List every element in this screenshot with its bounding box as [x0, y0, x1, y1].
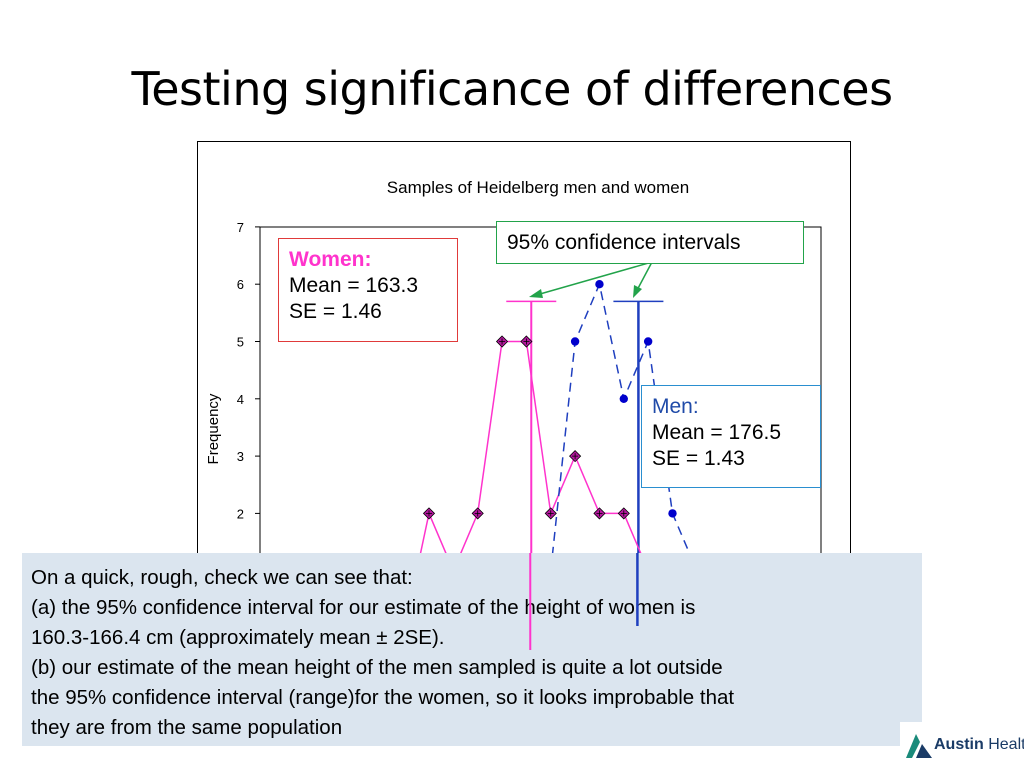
note-line: On a quick, rough, check we can see that… — [31, 566, 413, 589]
chart: Samples of Heidelberg men and women Freq… — [205, 178, 822, 612]
men-name: Men: — [652, 395, 699, 418]
note-line: (a) the 95% confidence interval for our … — [31, 596, 696, 619]
ci-arrows — [529, 261, 653, 298]
women-se: SE = 1.46 — [289, 300, 382, 323]
ci-arrow-women-head — [529, 289, 543, 298]
y-tick-label: 5 — [237, 335, 244, 350]
men-stats-callout: Men: Mean = 176.5 SE = 1.43 — [641, 385, 821, 488]
women-colon: : — [364, 248, 372, 271]
data-point-men — [643, 337, 653, 346]
point-marker-cross — [474, 510, 481, 517]
slide-title: Testing significance of differences — [131, 62, 893, 116]
point-marker-cross — [499, 338, 506, 345]
data-point-men — [619, 394, 628, 403]
ci-callout: 95% confidence intervals — [496, 221, 804, 264]
data-point-men — [668, 509, 677, 518]
y-tick-label: 2 — [237, 506, 244, 521]
ci-arrow-men-head — [633, 285, 642, 298]
y-tick-label: 6 — [237, 277, 244, 292]
men-mean: Mean = 176.5 — [652, 421, 782, 444]
women-stats-callout: Women: Mean = 163.3 SE = 1.46 — [278, 238, 458, 342]
chart-frame: Samples of Heidelberg men and women Freq… — [197, 141, 851, 612]
women-name: Women — [289, 248, 365, 271]
note-line: 160.3-166.4 cm (approximately mean ± 2SE… — [31, 626, 445, 649]
chart-title: Samples of Heidelberg men and women — [387, 178, 689, 197]
point-marker-cross — [523, 338, 530, 345]
data-point-men — [570, 337, 580, 346]
y-tick-label: 4 — [237, 392, 244, 407]
note-line: they are from the same population — [31, 716, 343, 739]
note-line: (b) our estimate of the mean height of t… — [31, 656, 723, 679]
explanation-note: On a quick, rough, check we can see that… — [22, 553, 922, 746]
y-tick-label: 7 — [237, 220, 244, 235]
y-tick-label: 3 — [237, 449, 244, 464]
men-se: SE = 1.43 — [652, 447, 745, 470]
logo-text: Austin Health — [934, 736, 1024, 753]
ci-arrow-women — [532, 261, 653, 297]
austin-health-logo: Austin Health — [900, 722, 1024, 768]
y-axis-label: Frequency — [205, 393, 222, 464]
point-marker-cross — [596, 510, 603, 517]
point-marker-cross — [620, 510, 627, 517]
point-marker-cross — [426, 510, 432, 517]
y-axis-ticks: 2 3 4 5 6 7 — [237, 220, 260, 521]
data-point-men — [595, 280, 604, 289]
point-marker-cross — [547, 510, 554, 517]
note-line: the 95% confidence interval (range)for t… — [31, 686, 735, 709]
women-title: Women: — [289, 247, 457, 273]
point-marker-cross — [572, 453, 579, 460]
logo-mark-icon — [906, 734, 932, 758]
women-mean: Mean = 163.3 — [289, 274, 419, 297]
